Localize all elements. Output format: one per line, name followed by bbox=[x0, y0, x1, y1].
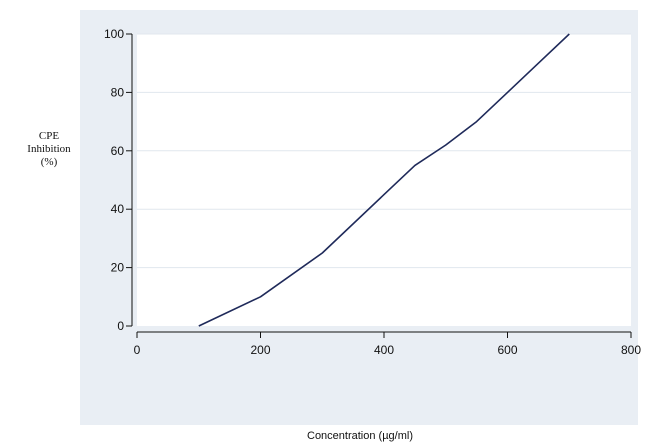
x-axis-label: Concentration (µg/ml) bbox=[307, 430, 413, 442]
series bbox=[198, 33, 570, 327]
y-tick-label-40: 40 bbox=[111, 202, 125, 216]
plot-area bbox=[137, 34, 631, 326]
grid-lines bbox=[137, 33, 631, 269]
y-tick-label-0: 0 bbox=[117, 319, 124, 333]
series-line-0 bbox=[198, 33, 570, 327]
x-tick-label-0: 0 bbox=[134, 343, 141, 357]
y-axis-label-line-3: (%) bbox=[40, 156, 58, 168]
y-axis-label: CPE Inhibition (%) bbox=[18, 130, 80, 169]
x-tick-label-200: 200 bbox=[250, 343, 270, 357]
x-tick-label-600: 600 bbox=[497, 343, 517, 357]
axes: 0 20 40 60 80 100 0 200 400 600 800 bbox=[104, 27, 641, 357]
x-tick-label-800: 800 bbox=[621, 343, 641, 357]
y-axis-label-line-1: CPE bbox=[38, 130, 60, 142]
y-tick-label-80: 80 bbox=[111, 85, 125, 99]
y-tick-label-20: 20 bbox=[111, 261, 125, 275]
y-axis-label-line-2: Inhibition bbox=[27, 143, 71, 155]
x-tick-label-400: 400 bbox=[374, 343, 394, 357]
y-tick-label-60: 60 bbox=[111, 144, 125, 158]
y-tick-label-100: 100 bbox=[104, 27, 124, 41]
